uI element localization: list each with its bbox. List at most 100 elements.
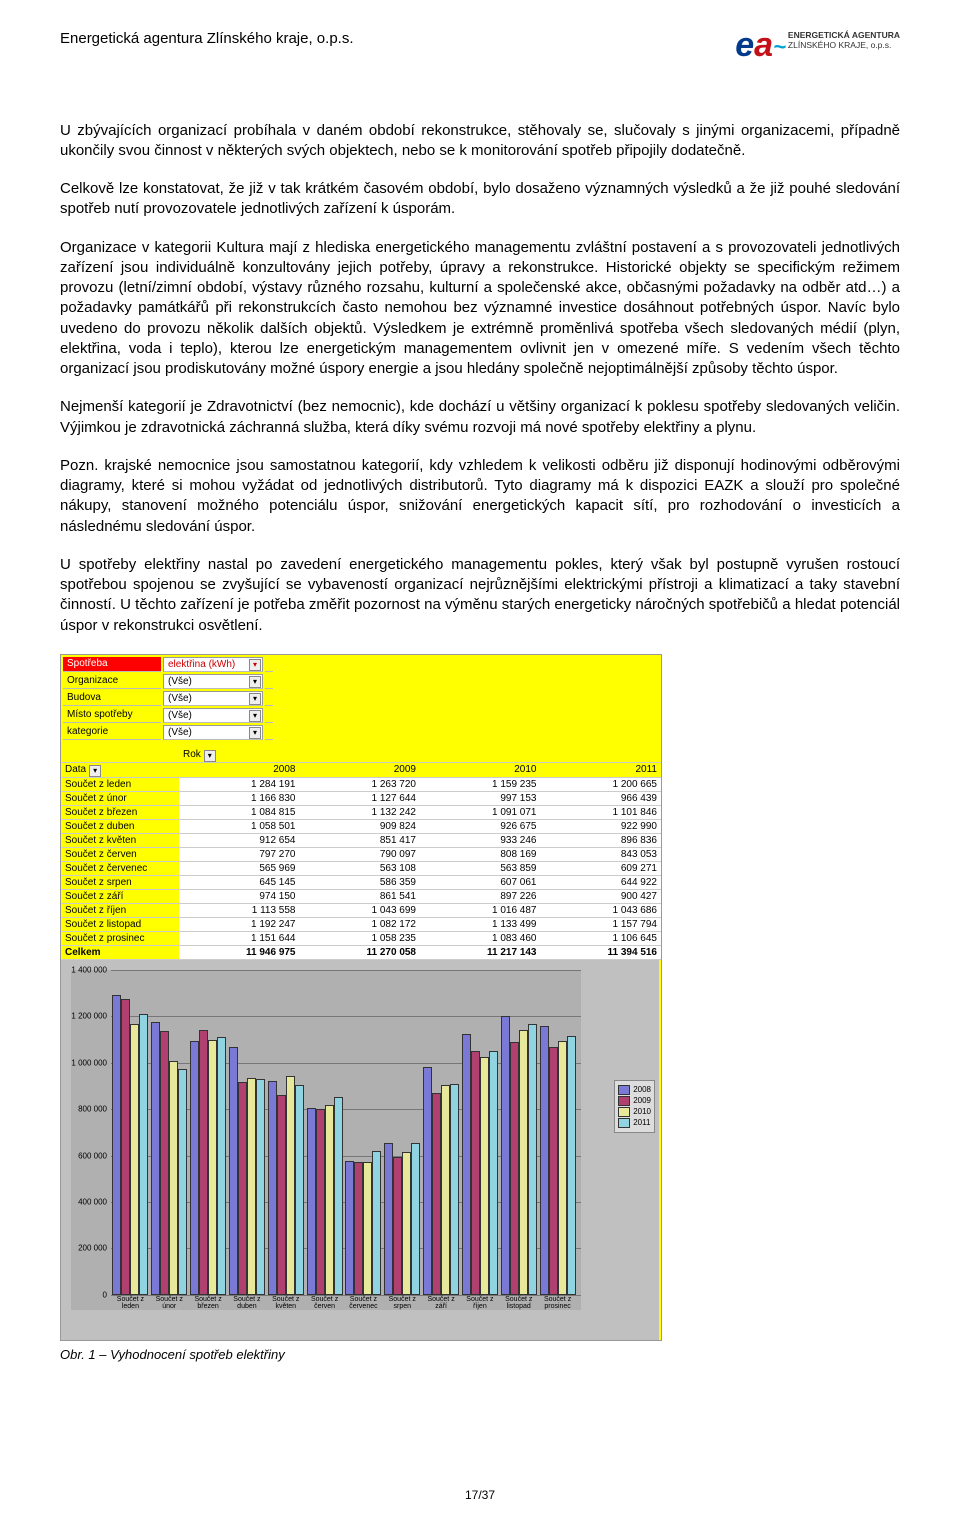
bar <box>151 1022 160 1295</box>
bar <box>489 1051 498 1295</box>
dropdown-icon[interactable]: ▾ <box>249 693 261 705</box>
bar <box>139 1014 148 1295</box>
pivot-screenshot: Spotřeba elektřina (kWh)▾ Organizace (Vš… <box>60 654 662 1341</box>
bar <box>393 1157 402 1295</box>
paragraph-5: Pozn. krajské nemocnice jsou samostatnou… <box>60 456 900 537</box>
table-row: Součet z únor1 166 8301 127 644997 15396… <box>61 791 661 805</box>
filter-label: Místo spotřeby <box>63 708 161 723</box>
dropdown-icon[interactable]: ▾ <box>204 750 216 762</box>
bar <box>208 1040 217 1295</box>
x-axis-label: Součet z červenec <box>343 1296 383 1310</box>
bar-group <box>345 1151 381 1294</box>
bar <box>510 1042 519 1295</box>
logo: ea~ ENERGETICKÁ AGENTURA ZLÍNSKÉHO KRAJE… <box>735 30 900 61</box>
bar-group <box>501 1016 537 1295</box>
bar <box>238 1082 247 1295</box>
bar-group <box>384 1143 420 1295</box>
bar <box>384 1143 393 1295</box>
pivot-data-table: Rok▾Data▾2008200920102011Součet z leden1… <box>61 748 661 960</box>
legend-item: 2008 <box>618 1085 651 1095</box>
legend-item: 2011 <box>618 1118 651 1128</box>
x-axis-label: Součet z únor <box>149 1296 189 1310</box>
bar <box>540 1026 549 1295</box>
x-axis-label: Součet z leden <box>110 1296 150 1310</box>
page-number: 17/37 <box>0 1488 960 1502</box>
bar <box>411 1143 420 1295</box>
y-axis-label: 0 <box>71 1290 107 1299</box>
bar <box>450 1084 459 1295</box>
bar <box>423 1067 432 1295</box>
bar <box>528 1024 537 1295</box>
table-row: Součet z červen797 270790 097808 169843 … <box>61 847 661 861</box>
legend-item: 2009 <box>618 1096 651 1106</box>
bar-group <box>112 995 148 1295</box>
bar <box>519 1030 528 1295</box>
paragraph-1: U zbývajících organizací probíhala v dan… <box>60 121 900 162</box>
bar <box>229 1047 238 1295</box>
paragraph-3: Organizace v kategorii Kultura mají z hl… <box>60 238 900 380</box>
bar <box>277 1095 286 1295</box>
bar <box>190 1041 199 1295</box>
bar-group <box>540 1026 576 1295</box>
dropdown-icon[interactable]: ▾ <box>249 710 261 722</box>
legend-item: 2010 <box>618 1107 651 1117</box>
table-row: Součet z říjen1 113 5581 043 6991 016 48… <box>61 903 661 917</box>
page: Energetická agentura Zlínského kraje, o.… <box>0 0 960 1520</box>
bar <box>112 995 121 1295</box>
x-axis-label: Součet z listopad <box>499 1296 539 1310</box>
bar <box>363 1162 372 1295</box>
bar <box>130 1024 139 1295</box>
bar-chart: 0200 000400 000600 000800 0001 000 0001 … <box>61 960 659 1340</box>
bar <box>501 1016 510 1295</box>
x-axis-label: Součet z říjen <box>460 1296 500 1310</box>
filter-value[interactable]: (Vše)▾ <box>163 708 263 723</box>
header-title: Energetická agentura Zlínského kraje, o.… <box>60 30 354 47</box>
figure-caption: Obr. 1 – Vyhodnocení spotřeb elektřiny <box>60 1347 900 1362</box>
filter-value[interactable]: (Vše)▾ <box>163 725 263 740</box>
bar <box>354 1162 363 1295</box>
paragraph-2: Celkově lze konstatovat, že již v tak kr… <box>60 179 900 220</box>
x-axis-label: Součet z prosinec <box>538 1296 578 1310</box>
bar <box>199 1030 208 1295</box>
bar <box>471 1051 480 1295</box>
dropdown-icon[interactable]: ▾ <box>249 676 261 688</box>
filter-label: Spotřeba <box>63 657 161 672</box>
bar-group <box>307 1097 343 1295</box>
logo-text: ENERGETICKÁ AGENTURA ZLÍNSKÉHO KRAJE, o.… <box>788 30 900 50</box>
bar-group <box>190 1030 226 1295</box>
table-row: Součet z duben1 058 501909 824926 675922… <box>61 819 661 833</box>
bar <box>441 1085 450 1295</box>
table-row: Součet z březen1 084 8151 132 2421 091 0… <box>61 805 661 819</box>
table-row: Součet z květen912 654851 417933 246896 … <box>61 833 661 847</box>
dropdown-icon[interactable]: ▾ <box>249 727 261 739</box>
bar <box>334 1097 343 1295</box>
pivot-filters: Spotřeba elektřina (kWh)▾ Organizace (Vš… <box>61 655 275 742</box>
bar <box>567 1036 576 1295</box>
y-axis-label: 1 000 000 <box>71 1058 107 1067</box>
x-axis-label: Součet z srpen <box>382 1296 422 1310</box>
filter-label: kategorie <box>63 725 161 740</box>
filter-label: Budova <box>63 691 161 706</box>
filter-value[interactable]: (Vše)▾ <box>163 674 263 689</box>
dropdown-icon[interactable]: ▾ <box>249 659 261 671</box>
x-axis-label: Součet z březen <box>188 1296 228 1310</box>
x-axis-label: Součet z květen <box>266 1296 306 1310</box>
dropdown-icon[interactable]: ▾ <box>89 765 101 777</box>
filter-value[interactable]: (Vše)▾ <box>163 691 263 706</box>
x-axis-label: Součet z červen <box>305 1296 345 1310</box>
chart-legend: 2008200920102011 <box>614 1080 655 1133</box>
x-axis-label: Součet z duben <box>227 1296 267 1310</box>
bar <box>256 1079 265 1295</box>
bar <box>307 1108 316 1295</box>
bar <box>286 1076 295 1295</box>
table-sum-row: Celkem11 946 97511 270 05811 217 14311 3… <box>61 945 661 959</box>
bar <box>345 1161 354 1294</box>
bar <box>372 1151 381 1294</box>
y-axis-label: 1 200 000 <box>71 1012 107 1021</box>
bar <box>121 999 130 1294</box>
bar <box>268 1081 277 1295</box>
bar <box>247 1078 256 1295</box>
bar <box>316 1109 325 1294</box>
bar-group <box>151 1022 187 1295</box>
filter-value[interactable]: elektřina (kWh)▾ <box>163 657 263 672</box>
